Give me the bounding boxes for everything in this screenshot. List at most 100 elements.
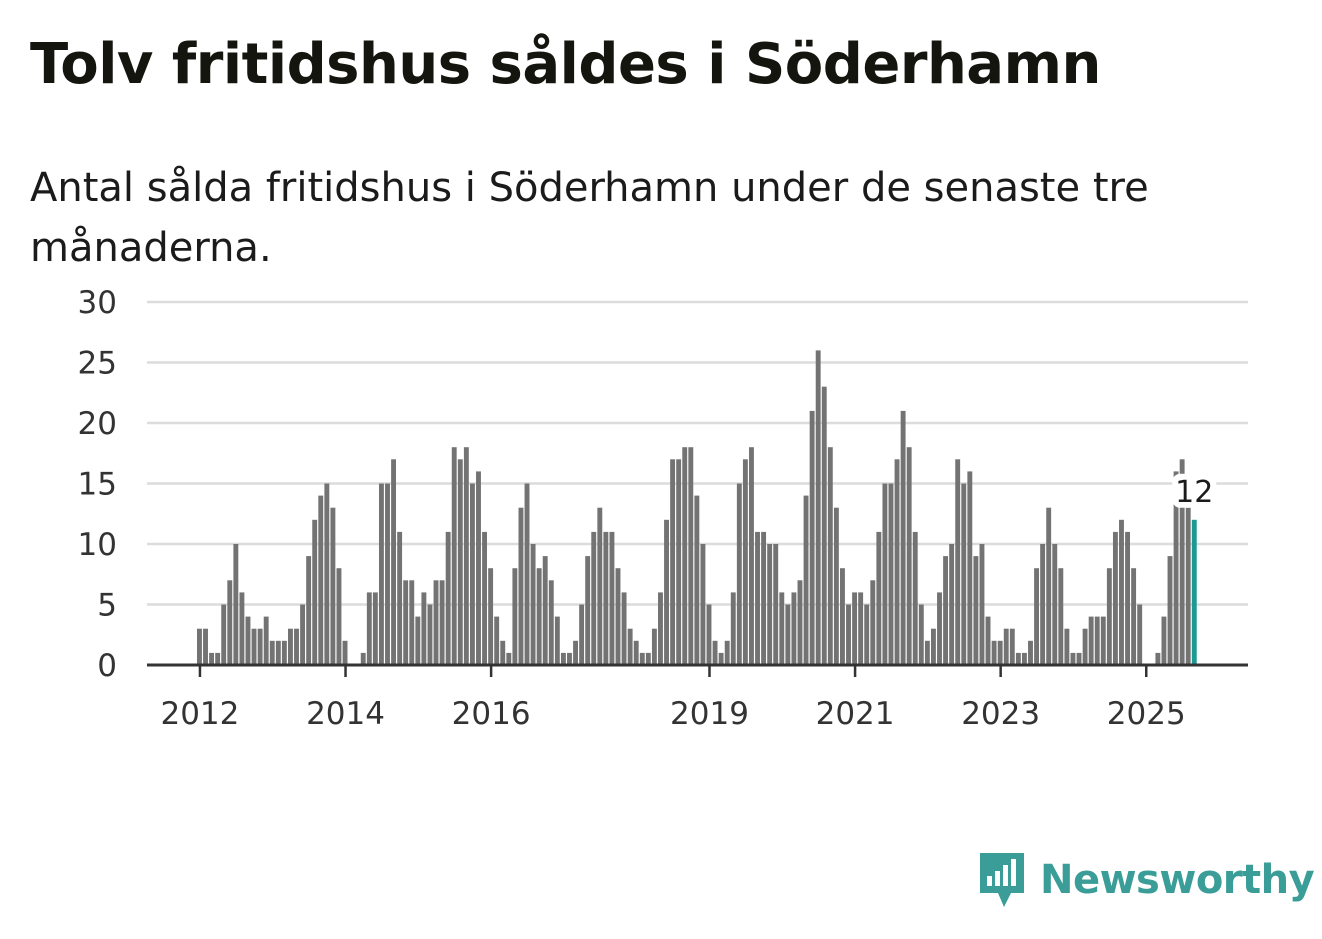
bar [1131,568,1137,665]
bar [433,580,439,665]
bar [554,616,560,665]
bar [961,483,967,665]
bar [852,592,858,665]
brand-logo: Newsworthy [978,848,1315,912]
bar [730,592,736,665]
y-axis-ticks: 0 5 10 15 20 25 30 [78,285,117,684]
bar [627,628,633,665]
bar [482,531,487,665]
bar [506,652,512,665]
bar [645,652,651,665]
bar [1034,568,1040,665]
bar [949,544,955,665]
bar [197,628,202,665]
y-tick-label: 20 [78,406,117,442]
bar [330,507,336,665]
bar [360,652,366,665]
bar [937,592,942,665]
bar [439,580,445,665]
bar [718,652,724,665]
bar [476,471,481,665]
bar [378,483,384,665]
bar [846,604,851,665]
x-tick-label: 2023 [961,696,1040,732]
bar [876,531,882,665]
bar [712,640,718,665]
bars [197,350,1197,665]
bar [209,652,215,665]
bar [1064,628,1070,665]
bar [1173,471,1179,665]
bar [1082,628,1088,665]
bar [488,568,494,665]
bar [821,386,827,665]
bar [1125,531,1130,665]
x-tick-label: 2025 [1107,696,1186,732]
bar [882,483,888,665]
bar [900,410,906,665]
bar [1003,628,1009,665]
bar [1021,652,1027,665]
bar [827,447,833,665]
bar [573,640,578,665]
x-tick-label: 2016 [452,696,531,732]
bar [585,556,591,665]
bar [427,604,433,665]
bar [445,531,451,665]
bar [651,628,657,665]
y-tick-label: 15 [78,467,117,503]
bar [215,652,221,665]
bar [864,604,870,665]
bar [397,531,403,665]
bar [785,604,791,665]
x-tick-label: 2012 [160,696,239,732]
bar [567,652,572,665]
chart-subtitle: Antal sålda fritidshus i Söderhamn under… [30,165,1149,271]
bar [749,447,754,665]
bar [530,544,536,665]
bar [894,459,900,665]
bar [318,495,324,665]
bar [1088,616,1094,665]
bar [294,628,299,665]
y-tick-label: 5 [97,588,117,624]
bar [536,568,542,665]
chart-title: Tolv fritidshus såldes i Söderhamn [30,32,1101,97]
bar [287,628,293,665]
bar [724,640,730,665]
bar [1058,568,1064,665]
bar [579,604,585,665]
bar [494,616,500,665]
bar [500,640,506,665]
bar [1009,628,1015,665]
x-tick-label: 2014 [306,696,385,732]
bar [924,640,930,665]
bar [269,640,275,665]
bar [1185,507,1191,665]
bar [251,628,257,665]
bar [591,531,597,665]
bar [779,592,785,665]
bar [1167,556,1173,665]
bar [1028,640,1033,665]
bar [1119,519,1124,665]
x-axis-ticks: 2012 2014 2016 2019 2021 2023 2025 [160,665,1186,732]
bar [706,604,712,665]
value-callout: 12 [1172,473,1217,510]
bar [451,447,457,665]
bar [603,531,609,665]
bar [615,568,621,665]
bar [366,592,372,665]
bar [275,640,281,665]
bar [791,592,797,665]
bar [233,544,239,665]
bar [263,616,269,665]
bar [391,459,397,665]
bar [257,628,263,665]
bar [1046,507,1052,665]
bar [457,459,463,665]
bar [221,604,227,665]
bar [985,616,991,665]
bar [239,592,245,665]
